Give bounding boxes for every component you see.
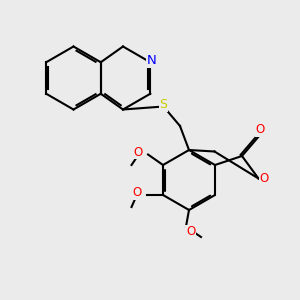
Text: O: O bbox=[132, 186, 142, 200]
Text: O: O bbox=[186, 225, 195, 239]
Text: O: O bbox=[255, 123, 265, 136]
Text: O: O bbox=[259, 172, 268, 185]
Text: S: S bbox=[160, 98, 167, 112]
Text: N: N bbox=[147, 54, 157, 67]
Text: O: O bbox=[134, 146, 143, 159]
